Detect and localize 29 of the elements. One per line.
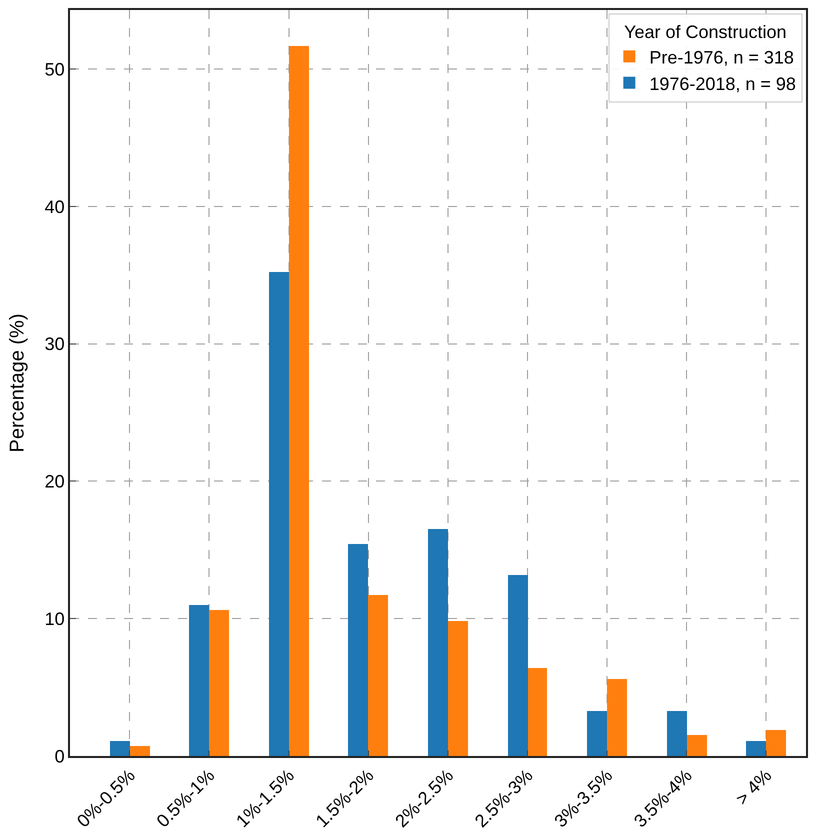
bar bbox=[189, 605, 209, 756]
bar bbox=[508, 575, 528, 756]
bar bbox=[348, 544, 368, 756]
bar bbox=[289, 46, 309, 756]
y-tick-label: 10 bbox=[44, 608, 65, 629]
bar bbox=[269, 272, 289, 756]
y-tick-label: 0 bbox=[54, 746, 65, 766]
bar bbox=[428, 529, 448, 756]
x-tick-label: > 4% bbox=[732, 765, 776, 809]
bar bbox=[448, 621, 468, 756]
bar bbox=[687, 735, 707, 756]
bar bbox=[607, 679, 627, 756]
bar bbox=[209, 610, 229, 756]
legend-title: Year of Construction bbox=[624, 22, 787, 42]
legend-label: Pre-1976, n = 318 bbox=[649, 47, 794, 68]
y-axis-title: Percentage (%) bbox=[6, 314, 29, 452]
bar bbox=[368, 595, 388, 756]
y-tick-label: 40 bbox=[44, 196, 65, 217]
bar bbox=[528, 668, 547, 756]
bar bbox=[130, 746, 150, 756]
legend-label: 1976-2018, n = 98 bbox=[649, 74, 796, 94]
y-tick-label: 30 bbox=[44, 334, 65, 354]
y-tick-label: 50 bbox=[44, 59, 65, 80]
bar bbox=[746, 741, 766, 756]
y-tick-label: 20 bbox=[44, 472, 65, 492]
bar bbox=[587, 711, 607, 756]
bar bbox=[667, 711, 687, 756]
bar bbox=[110, 741, 130, 756]
bar bbox=[766, 730, 786, 756]
